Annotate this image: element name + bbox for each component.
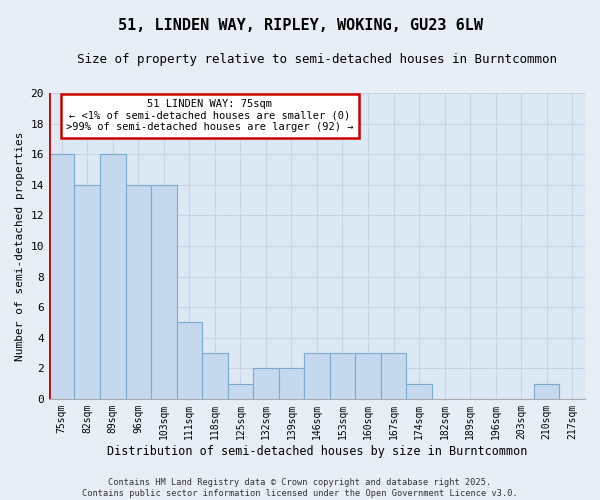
Text: 51, LINDEN WAY, RIPLEY, WOKING, GU23 6LW: 51, LINDEN WAY, RIPLEY, WOKING, GU23 6LW bbox=[118, 18, 482, 32]
Bar bbox=[74, 185, 100, 399]
Bar bbox=[406, 384, 432, 399]
Bar bbox=[278, 368, 304, 399]
Bar bbox=[49, 154, 74, 399]
Y-axis label: Number of semi-detached properties: Number of semi-detached properties bbox=[15, 131, 25, 360]
Bar bbox=[381, 353, 406, 399]
Bar bbox=[253, 368, 278, 399]
Bar bbox=[227, 384, 253, 399]
Bar bbox=[534, 384, 559, 399]
Bar bbox=[304, 353, 330, 399]
X-axis label: Distribution of semi-detached houses by size in Burntcommon: Distribution of semi-detached houses by … bbox=[107, 444, 527, 458]
Bar bbox=[202, 353, 227, 399]
Bar bbox=[151, 185, 176, 399]
Bar bbox=[125, 185, 151, 399]
Text: Contains HM Land Registry data © Crown copyright and database right 2025.
Contai: Contains HM Land Registry data © Crown c… bbox=[82, 478, 518, 498]
Title: Size of property relative to semi-detached houses in Burntcommon: Size of property relative to semi-detach… bbox=[77, 52, 557, 66]
Bar bbox=[355, 353, 381, 399]
Bar bbox=[100, 154, 125, 399]
Bar bbox=[176, 322, 202, 399]
Bar bbox=[330, 353, 355, 399]
Text: 51 LINDEN WAY: 75sqm
← <1% of semi-detached houses are smaller (0)
>99% of semi-: 51 LINDEN WAY: 75sqm ← <1% of semi-detac… bbox=[66, 99, 353, 132]
